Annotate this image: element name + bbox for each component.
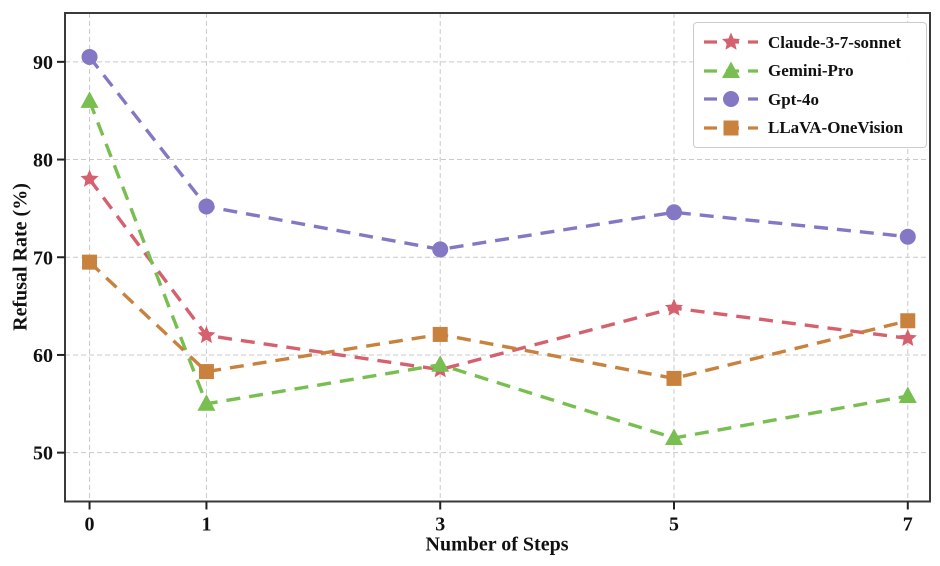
legend-label-claude-3-7-sonnet: Claude-3-7-sonnet bbox=[768, 32, 902, 52]
legend-item-gemini-pro: Gemini-Pro bbox=[703, 57, 917, 85]
series-gemini-pro bbox=[80, 91, 917, 445]
claude-3-7-sonnet-marker-x0 bbox=[80, 169, 99, 187]
claude-3-7-sonnet-marker-x7 bbox=[898, 328, 917, 347]
legend-handle-gemini-pro bbox=[704, 61, 758, 78]
legend-star-icon bbox=[721, 32, 741, 50]
llava-onevision-marker-x3 bbox=[432, 326, 448, 342]
series-line-gemini-pro bbox=[87, 100, 909, 440]
series-claude-3-7-sonnet bbox=[80, 169, 917, 378]
series-gpt-4o bbox=[81, 48, 916, 258]
gpt-4o-marker-x1 bbox=[198, 198, 215, 215]
x-tick-label-1: 1 bbox=[201, 514, 211, 536]
series-line-llava-onevision bbox=[88, 260, 909, 381]
gemini-pro-marker-x0 bbox=[80, 91, 99, 108]
gpt-4o-marker-x7 bbox=[899, 228, 916, 245]
x-axis-label: Number of Steps bbox=[425, 533, 569, 556]
axis-ticks: 0 1 3 5 7 50 60 70 80 90 bbox=[33, 52, 913, 536]
legend-circle-icon bbox=[723, 91, 739, 108]
series-llava-onevision bbox=[82, 254, 916, 386]
x-tick-label-7: 7 bbox=[903, 514, 913, 536]
claude-3-7-sonnet-marker-x1 bbox=[197, 325, 216, 344]
llava-onevision-marker-x1 bbox=[198, 364, 214, 380]
y-tick-label-60: 60 bbox=[33, 345, 53, 367]
gpt-4o-marker-x3 bbox=[432, 241, 449, 258]
gemini-pro-marker-x1 bbox=[197, 394, 216, 411]
y-tick-label-50: 50 bbox=[33, 443, 53, 465]
llava-onevision-marker-x5 bbox=[666, 370, 682, 386]
legend-label-llava-onevision: LLaVA-OneVision bbox=[768, 118, 904, 138]
legend-item-claude-3-7-sonnet: Claude-3-7-sonnet bbox=[703, 28, 917, 56]
gemini-pro-marker-x5 bbox=[665, 428, 684, 445]
claude-3-7-sonnet-marker-x5 bbox=[664, 298, 684, 316]
legend-label-gpt-4o: Gpt-4o bbox=[768, 89, 819, 109]
legend-label-gemini-pro: Gemini-Pro bbox=[768, 61, 854, 81]
legend-square-icon bbox=[723, 120, 739, 136]
legend-item-gpt-4o: Gpt-4o bbox=[703, 85, 917, 113]
legend-handle-claude-3-7-sonnet bbox=[704, 32, 758, 50]
gpt-4o-marker-x0 bbox=[81, 48, 98, 65]
x-tick-label-5: 5 bbox=[669, 514, 679, 536]
llava-onevision-marker-x7 bbox=[900, 313, 916, 329]
gpt-4o-marker-x5 bbox=[666, 204, 683, 221]
llava-onevision-marker-x0 bbox=[82, 254, 98, 270]
y-axis-label: Refusal Rate (%) bbox=[9, 183, 32, 331]
legend-handle-gpt-4o bbox=[704, 91, 758, 108]
y-tick-label-90: 90 bbox=[33, 52, 53, 74]
x-tick-label-3: 3 bbox=[435, 514, 445, 536]
legend-item-llava-onevision: LLaVA-OneVision bbox=[703, 114, 917, 142]
y-tick-label-80: 80 bbox=[33, 150, 53, 172]
legend-handle-llava-onevision bbox=[704, 120, 758, 136]
y-tick-label-70: 70 bbox=[33, 247, 53, 269]
legend-triangle-up-icon bbox=[722, 61, 740, 78]
gemini-pro-marker-x7 bbox=[898, 386, 917, 403]
gemini-pro-marker-x3 bbox=[431, 355, 450, 372]
legend: Claude-3-7-sonnet Gemini-Pro Gpt-4o LLaVA-O… bbox=[693, 22, 927, 148]
x-tick-label-0: 0 bbox=[85, 514, 95, 536]
